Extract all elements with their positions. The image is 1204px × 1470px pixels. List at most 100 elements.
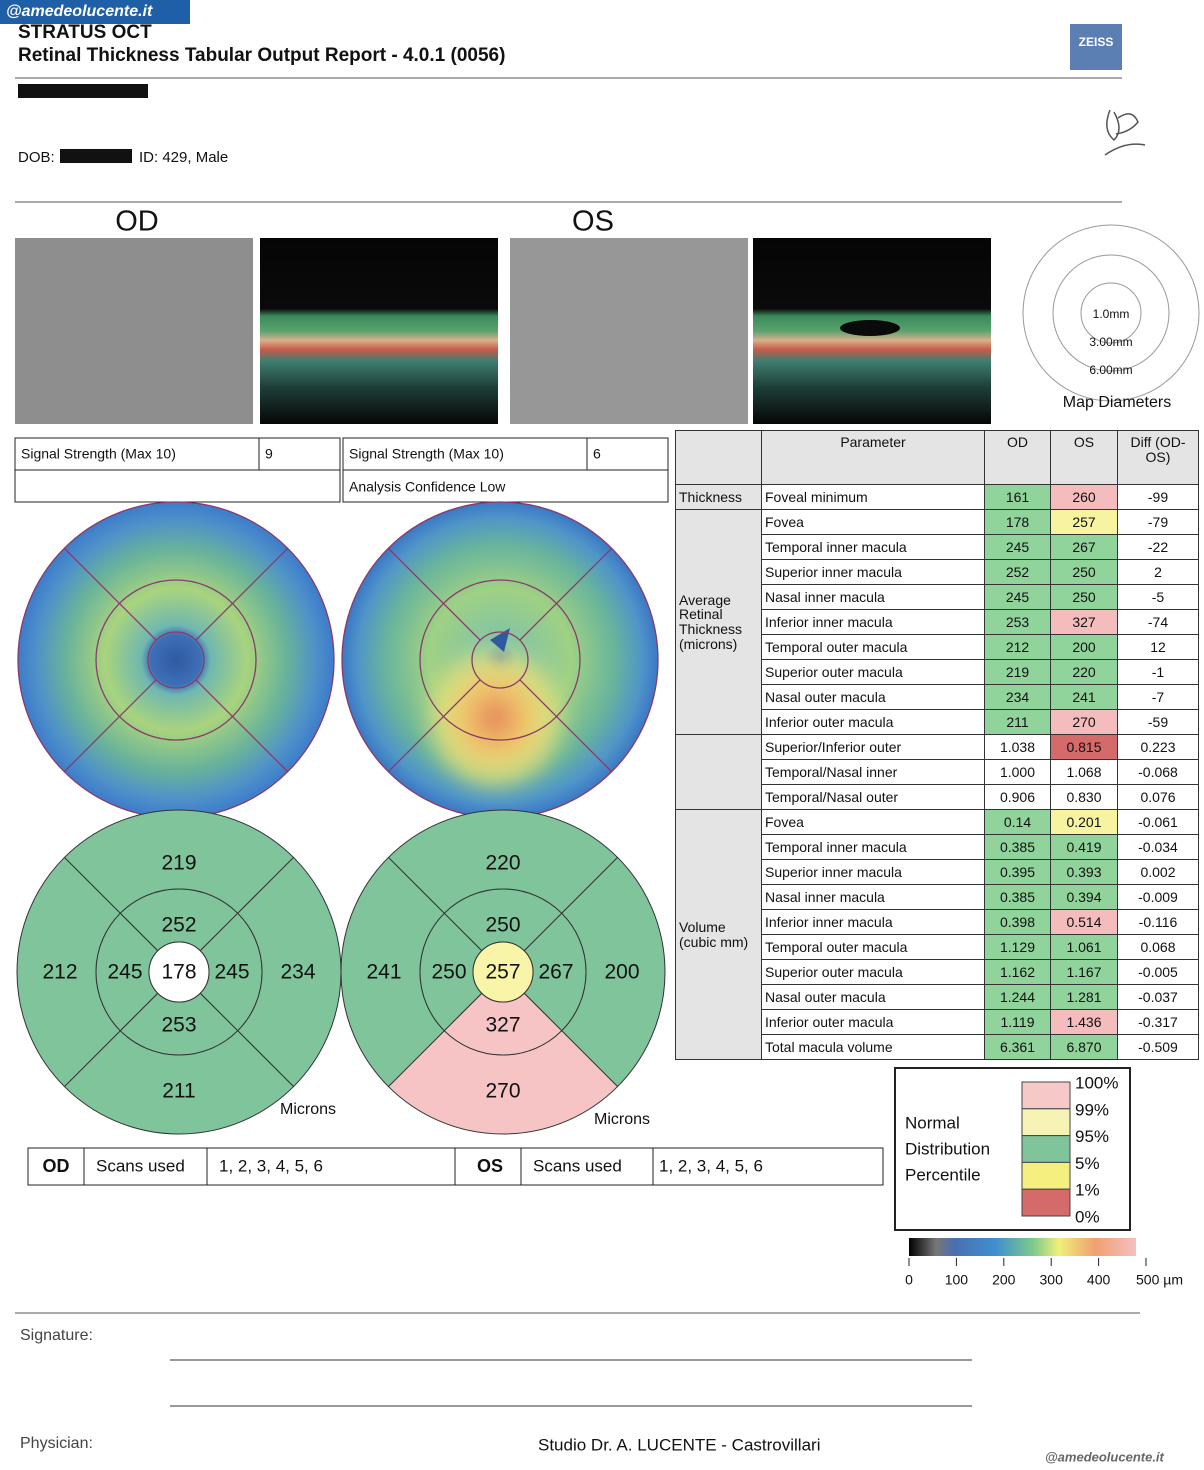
legend-label: 0%	[1075, 1207, 1100, 1226]
ring	[471, 631, 529, 689]
diff-cell: 0.076	[1117, 784, 1199, 810]
table-row: Nasal inner macula 245 250 -5	[676, 584, 1199, 610]
os-cell: 241	[1050, 684, 1118, 710]
legend-title: Distribution	[905, 1139, 990, 1158]
table-row: Volume (cubic mm) Fovea 0.14 0.201 -0.061	[675, 809, 1199, 1060]
diff-cell: -0.009	[1117, 884, 1199, 910]
spoke	[387, 679, 481, 773]
od-cell: 211	[984, 709, 1051, 735]
sector-value: 241	[366, 961, 401, 984]
diff-cell: -22	[1117, 534, 1199, 560]
sector-map: 257 250 327 250 267 220 270 241 200 Microns	[340, 809, 666, 1135]
unit-label: Microns	[594, 1111, 650, 1128]
group-label: Average Retinal Thickness (microns)	[675, 509, 762, 735]
od-cell: 1.244	[984, 984, 1051, 1010]
signal-value: 6	[593, 446, 601, 462]
table-row: Superior inner macula 0.395 0.393 0.002	[676, 859, 1199, 885]
legend-label: 100%	[1075, 1073, 1118, 1092]
parameter-cell: Superior inner macula	[761, 859, 985, 885]
parameter-cell: Nasal inner macula	[761, 884, 985, 910]
legend-title: Percentile	[905, 1165, 981, 1184]
diff-cell: -7	[1117, 684, 1199, 710]
sector-value: 267	[538, 961, 573, 984]
header-cell: OS	[1050, 430, 1118, 485]
parameter-cell: Inferior inner macula	[761, 909, 985, 935]
unit-label: Microns	[280, 1101, 336, 1118]
scale-label: 400	[1087, 1272, 1111, 1288]
eye-label: OD	[43, 1156, 70, 1176]
ring	[147, 631, 205, 689]
signal-value: 9	[265, 446, 273, 462]
table-row: Temporal outer macula 212 200 12	[676, 634, 1199, 660]
table-row: Temporal inner macula 0.385 0.419 -0.034	[676, 834, 1199, 860]
os-cell: 250	[1050, 559, 1118, 585]
signature-label: Signature:	[20, 1327, 93, 1344]
spoke	[63, 679, 157, 773]
legend-swatch	[1021, 1135, 1071, 1163]
od-cell: 252	[984, 559, 1051, 585]
od-cell: 1.000	[984, 759, 1051, 785]
diameter-label: 6.00mm	[1089, 363, 1132, 377]
os-cell: 1.281	[1050, 984, 1118, 1010]
od-cell: 178	[984, 509, 1051, 535]
legend-swatch	[1021, 1161, 1071, 1190]
diff-cell: 0.223	[1117, 734, 1199, 760]
os-cell: 200	[1050, 634, 1118, 660]
sector-value: 234	[280, 961, 315, 984]
od-cell: 253	[984, 609, 1051, 635]
sector-value: 219	[161, 852, 196, 875]
legend-swatch	[1021, 1108, 1071, 1137]
od-cell: 1.129	[984, 934, 1051, 960]
od-cell: 245	[984, 584, 1051, 610]
table-row: Temporal/Nasal inner 1.000 1.068 -0.068	[676, 759, 1199, 785]
sector-value: 250	[485, 914, 520, 937]
scale-label: 100	[945, 1272, 969, 1288]
map-diameters-diagram	[1022, 224, 1200, 402]
od-cell: 219	[984, 659, 1051, 685]
os-cell: 0.201	[1050, 809, 1118, 835]
parameter-cell: Temporal outer macula	[761, 634, 985, 660]
patient-id: ID: 429, Male	[139, 149, 228, 166]
fundus-image	[15, 238, 253, 424]
parameter-cell: Temporal inner macula	[761, 834, 985, 860]
fundus-image	[510, 238, 748, 424]
diff-cell: -74	[1117, 609, 1199, 635]
od-cell: 0.398	[984, 909, 1051, 935]
os-cell: 0.419	[1050, 834, 1118, 860]
table-row: Nasal outer macula 234 241 -7	[676, 684, 1199, 710]
parameter-cell: Temporal/Nasal inner	[761, 759, 985, 785]
parameter-table: Parameter OD OS Diff (OD-OS) Thickness Fo…	[675, 430, 1199, 1060]
legend-swatch	[1021, 1188, 1071, 1217]
sector-value: 245	[214, 961, 249, 984]
table-row: Superior outer macula 219 220 -1	[676, 659, 1199, 685]
ring	[95, 579, 257, 741]
thickness-hotspot	[423, 643, 567, 793]
sector	[148, 941, 210, 1003]
title: STRATUS OCT	[18, 22, 152, 43]
od-cell: 212	[984, 634, 1051, 660]
diff-cell: -0.061	[1117, 809, 1199, 835]
diff-cell: -79	[1117, 509, 1199, 535]
sector-map: 178 252 253 245 245 219 211 212 234 Microns	[16, 809, 342, 1135]
diff-cell: -59	[1117, 709, 1199, 735]
dob-label: DOB:	[18, 149, 55, 166]
sector-value: 257	[485, 961, 520, 984]
legend-label: 1%	[1075, 1181, 1100, 1200]
spoke	[63, 547, 157, 641]
logo: ZEISS	[1079, 35, 1114, 49]
table-row: Inferior outer macula 211 270 -59	[676, 709, 1199, 735]
sector-value: 220	[485, 852, 520, 875]
sector-value: 245	[107, 961, 142, 984]
sector-value: 327	[485, 1014, 520, 1037]
header-cell	[675, 430, 762, 485]
header-cell: Diff (OD-OS)	[1117, 430, 1199, 485]
scans-label: Scans used	[96, 1156, 185, 1175]
os-cell: 0.394	[1050, 884, 1118, 910]
color-scale-bar	[909, 1238, 1136, 1256]
table-header: Parameter OD OS Diff (OD-OS)	[675, 430, 1199, 485]
parameter-cell: Temporal/Nasal outer	[761, 784, 985, 810]
subtitle: Retinal Thickness Tabular Output Report …	[18, 45, 505, 66]
parameter-cell: Temporal outer macula	[761, 934, 985, 960]
eye-label: OS	[477, 1156, 503, 1176]
